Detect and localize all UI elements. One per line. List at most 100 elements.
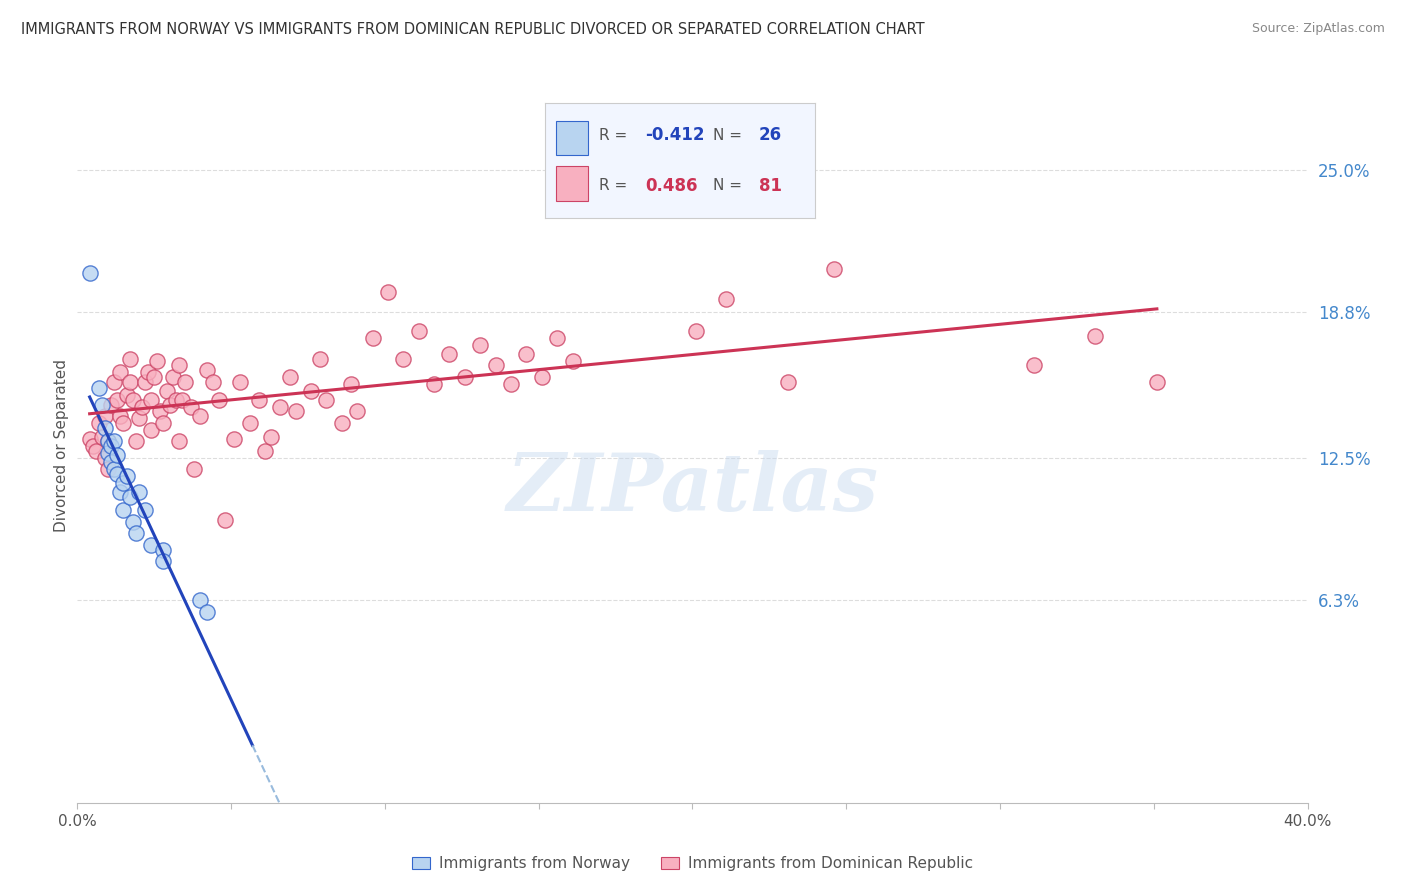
Point (128, 485, 150, 500)
Point (201, 375, 224, 389)
Text: ZIPatlas: ZIPatlas (506, 450, 879, 527)
Point (330, 416, 353, 430)
Point (79, 432, 101, 446)
Point (141, 392, 163, 407)
Point (152, 416, 174, 430)
Point (112, 416, 135, 430)
Point (1022, 359, 1045, 373)
Point (253, 443, 276, 458)
Point (685, 324, 707, 338)
Point (110, 409, 132, 423)
Point (1146, 375, 1168, 389)
Point (118, 490, 141, 504)
Point (315, 392, 337, 407)
Point (208, 392, 231, 407)
Point (146, 354, 169, 368)
Point (278, 370, 301, 384)
Point (229, 375, 252, 389)
Point (87, 416, 110, 430)
Point (112, 503, 135, 517)
Point (87, 381, 110, 395)
Point (152, 542, 174, 557)
Point (100, 439, 122, 453)
Point (167, 434, 190, 449)
Point (141, 423, 163, 437)
Point (776, 375, 799, 389)
Point (561, 354, 583, 368)
Point (377, 285, 399, 299)
Point (260, 430, 283, 444)
Point (90, 398, 114, 412)
Point (97, 434, 120, 449)
Point (97, 434, 120, 449)
Point (162, 370, 184, 384)
Point (136, 365, 159, 379)
Point (170, 392, 193, 407)
Point (195, 605, 218, 619)
Point (340, 376, 363, 391)
Point (284, 404, 307, 418)
Legend: Immigrants from Norway, Immigrants from Dominican Republic: Immigrants from Norway, Immigrants from … (405, 850, 980, 877)
Point (530, 370, 553, 384)
Point (470, 337, 492, 351)
Point (180, 400, 202, 414)
Point (1084, 328, 1107, 343)
Point (103, 434, 125, 449)
Point (167, 359, 190, 373)
Point (118, 375, 141, 389)
Point (155, 384, 177, 398)
Point (239, 416, 262, 430)
Point (269, 400, 291, 414)
Point (79, 266, 101, 280)
Point (110, 485, 132, 500)
Point (121, 515, 143, 529)
Point (90, 430, 114, 444)
Point (454, 370, 477, 384)
Point (224, 432, 246, 446)
Point (94, 409, 117, 423)
Point (84, 443, 107, 458)
Point (195, 363, 218, 377)
Text: Source: ZipAtlas.com: Source: ZipAtlas.com (1251, 22, 1385, 36)
Point (423, 376, 446, 391)
Point (152, 554, 174, 568)
Point (159, 398, 181, 412)
Point (110, 365, 132, 379)
Point (499, 376, 522, 391)
Point (112, 475, 135, 490)
Point (346, 404, 368, 418)
Point (125, 434, 148, 449)
Point (97, 462, 120, 476)
Point (309, 351, 332, 366)
Point (515, 347, 537, 361)
Point (94, 420, 117, 434)
Point (128, 411, 150, 425)
Point (94, 450, 117, 465)
Point (131, 400, 153, 414)
Point (143, 370, 166, 384)
Point (105, 448, 128, 462)
Point (118, 351, 141, 366)
Point (103, 375, 125, 389)
Text: IMMIGRANTS FROM NORWAY VS IMMIGRANTS FROM DOMINICAN REPUBLIC DIVORCED OR SEPARAT: IMMIGRANTS FROM NORWAY VS IMMIGRANTS FRO… (21, 22, 925, 37)
Point (247, 392, 270, 407)
Point (97, 446, 120, 460)
Point (103, 462, 125, 476)
Point (105, 392, 128, 407)
Point (408, 324, 430, 338)
Point (299, 384, 322, 398)
Point (214, 513, 236, 527)
Point (115, 469, 138, 483)
Point (141, 538, 163, 552)
Point (121, 392, 143, 407)
Point (134, 503, 156, 517)
Point (165, 392, 187, 407)
Point (174, 375, 197, 389)
Point (100, 398, 122, 412)
Point (188, 593, 212, 607)
Y-axis label: Divorced or Separated: Divorced or Separated (53, 359, 69, 533)
Point (546, 331, 568, 345)
Point (485, 359, 508, 373)
Point (183, 462, 205, 476)
Point (823, 261, 845, 276)
